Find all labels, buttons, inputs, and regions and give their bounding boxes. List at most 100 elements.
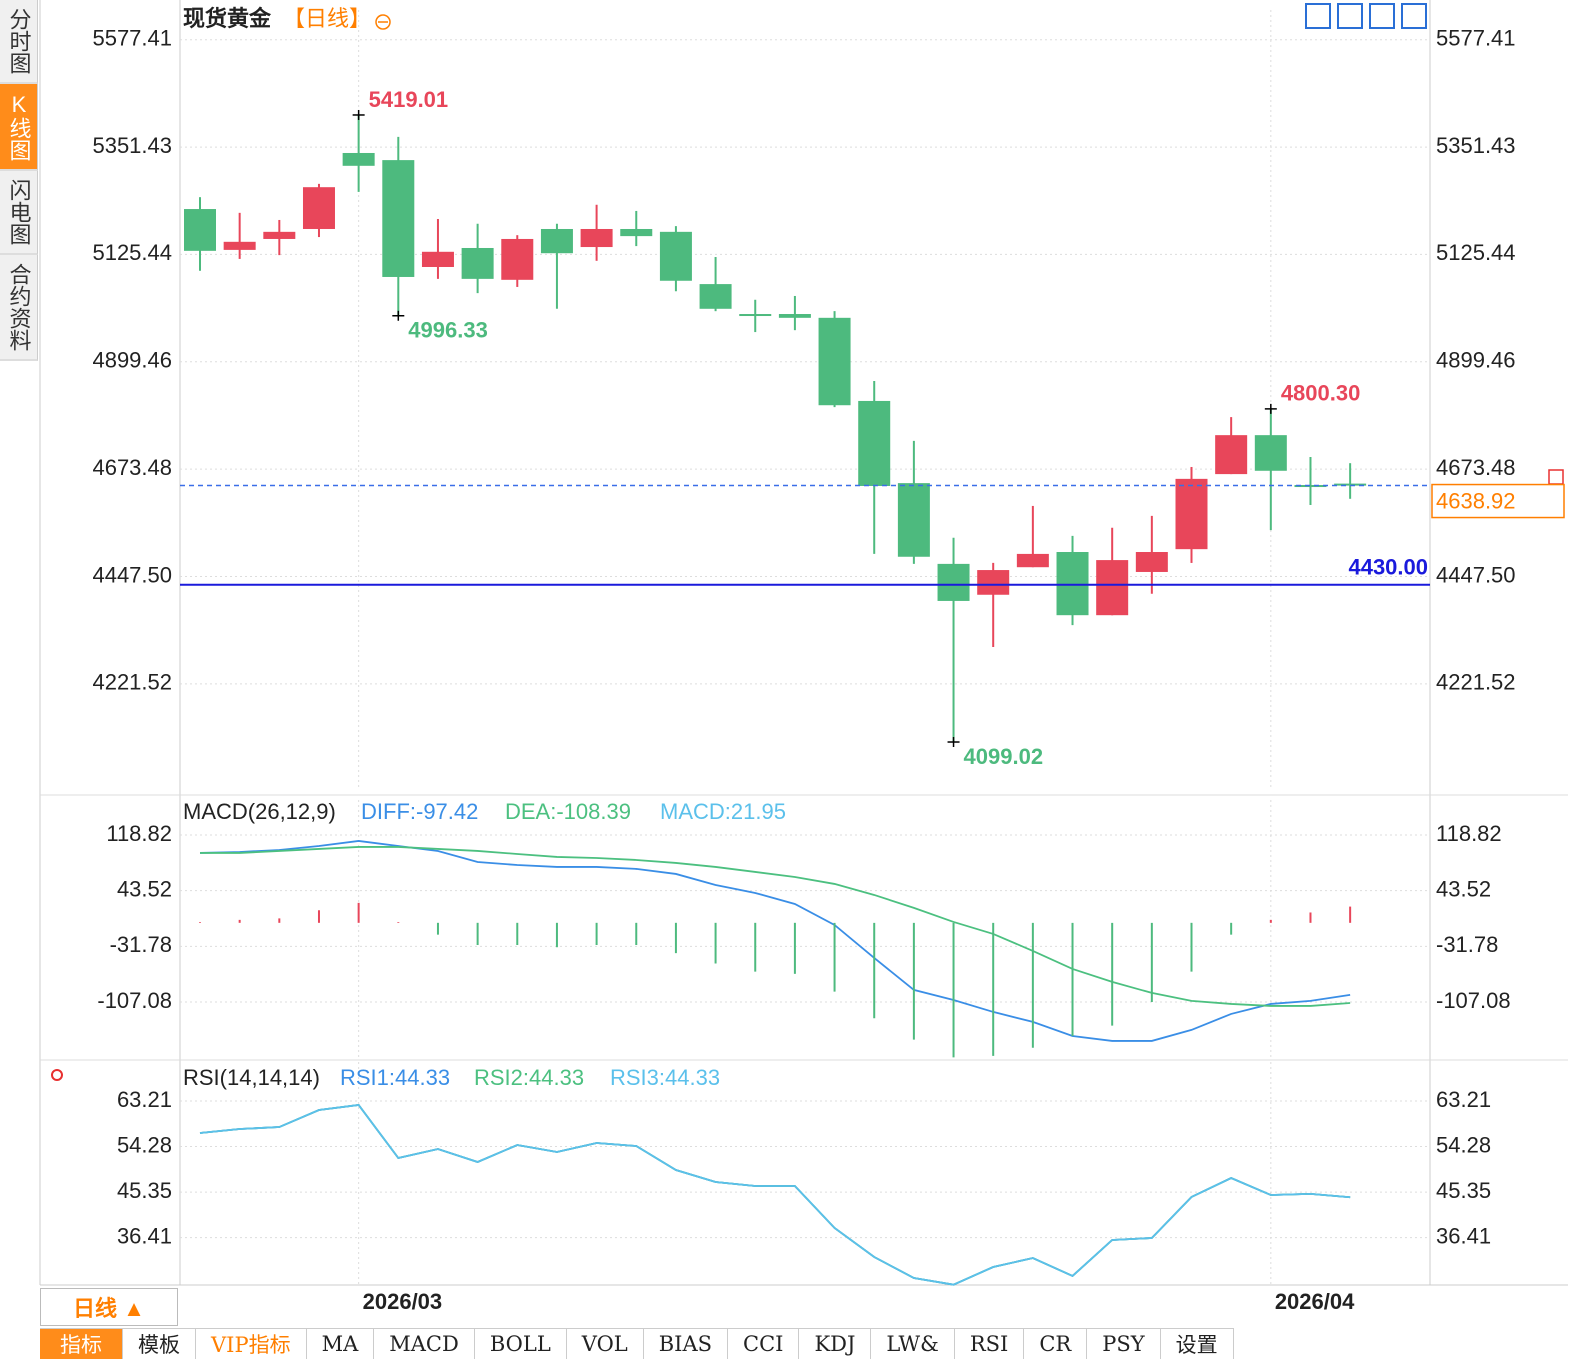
- period-button[interactable]: 日线 ▲: [40, 1288, 178, 1326]
- legend-entry: RSI1:44.33: [340, 1065, 450, 1090]
- y-tick-label: 118.82: [106, 821, 172, 846]
- y-tick-label: 36.41: [1436, 1223, 1491, 1248]
- toolbar-tab[interactable]: 模板: [123, 1329, 196, 1359]
- legend-entry: RSI2:44.33: [474, 1065, 584, 1090]
- toolbar-tab[interactable]: BIAS: [644, 1329, 729, 1359]
- y-tick-label: 4673.48: [92, 455, 172, 480]
- y-tick-label: -107.08: [97, 988, 172, 1013]
- legend-entry: MACD:21.95: [660, 799, 786, 824]
- sidebar-tab[interactable]: K线图: [0, 84, 38, 171]
- x-tick-label: 2026/03: [363, 1289, 443, 1314]
- candle-body: [263, 231, 296, 239]
- candle-body: [778, 314, 811, 318]
- toolbar-tab[interactable]: KDJ: [799, 1329, 872, 1359]
- toolbar-tab[interactable]: MACD: [374, 1329, 475, 1359]
- y-tick-label: 45.35: [117, 1178, 172, 1203]
- toolbar-tab[interactable]: MA: [307, 1329, 375, 1359]
- toolbar-tab[interactable]: CR: [1024, 1329, 1088, 1359]
- toolbar-tab[interactable]: 指标: [40, 1329, 123, 1359]
- candle-body: [421, 251, 454, 267]
- candle-body: [342, 152, 375, 166]
- candle-body: [501, 238, 534, 280]
- legend-entry: DEA:-108.39: [505, 799, 631, 824]
- icon[interactable]: [1337, 3, 1363, 29]
- y-tick-label: -31.78: [1436, 932, 1498, 957]
- chart-subtitle: 【日线】: [283, 6, 371, 31]
- candle-body: [858, 400, 891, 486]
- y-tick-label: 63.21: [117, 1087, 172, 1112]
- toolbar-tab[interactable]: PSY: [1087, 1329, 1161, 1359]
- sidebar-tab[interactable]: 闪电图: [0, 171, 38, 255]
- candle-body: [184, 209, 216, 251]
- toolbar-tab[interactable]: VIP指标: [196, 1329, 307, 1359]
- zoom-icon[interactable]: [375, 14, 391, 30]
- extreme-label: 4099.02: [964, 744, 1044, 769]
- panel-title: MACD(26,12,9): [183, 799, 336, 824]
- icon[interactable]: [1305, 3, 1331, 29]
- candle-body: [977, 570, 1010, 595]
- candle-body: [937, 563, 970, 601]
- sidebar-tab[interactable]: 合约资料: [0, 255, 38, 361]
- sidebar-tab[interactable]: 分时图: [0, 0, 38, 84]
- x-tick-label: 2026/04: [1275, 1289, 1355, 1314]
- extreme-label: 4996.33: [408, 318, 488, 343]
- y-tick-label: 4221.52: [1436, 670, 1516, 695]
- candle-body: [1096, 560, 1129, 616]
- last-price-label: 4638.92: [1436, 488, 1516, 513]
- y-tick-label: 4899.46: [92, 348, 172, 373]
- y-tick-label: 5351.43: [1436, 133, 1516, 158]
- chart-title: 现货黄金: [183, 6, 272, 31]
- toolbar: 指标 模板 VIP指标 MA MACD BOLL VOL BIAS CCI KDJ LW& RSI CR…: [40, 1328, 1234, 1359]
- y-tick-label: 5351.43: [92, 133, 172, 158]
- legend-entry: DIFF:-97.42: [361, 799, 478, 824]
- y-tick-label: 4447.50: [1436, 562, 1516, 587]
- candle-body: [1056, 552, 1089, 616]
- candle-body: [620, 228, 653, 237]
- icon[interactable]: [1401, 3, 1427, 29]
- candle-body: [1215, 435, 1248, 475]
- candle-body: [461, 247, 494, 279]
- candle-body: [699, 284, 732, 309]
- toolbar-tab[interactable]: RSI: [955, 1329, 1025, 1359]
- toolbar-tab[interactable]: BOLL: [475, 1329, 567, 1359]
- toolbar-tab[interactable]: LW&: [871, 1329, 955, 1359]
- candle-body: [897, 483, 930, 557]
- toolbar-icons[interactable]: [1305, 3, 1427, 29]
- y-tick-label: 54.28: [1436, 1132, 1491, 1157]
- toolbar-tab[interactable]: 设置: [1161, 1329, 1234, 1359]
- y-tick-label: 118.82: [1436, 821, 1502, 846]
- candle-body: [1294, 485, 1327, 488]
- candle-body: [223, 241, 256, 250]
- y-tick-label: -31.78: [110, 932, 172, 957]
- candle-body: [1254, 435, 1287, 471]
- candle-body: [302, 187, 335, 229]
- series-line: [199, 1104, 1351, 1286]
- toolbar-tab[interactable]: CCI: [728, 1329, 800, 1359]
- last-price-box: [1431, 483, 1565, 519]
- candle-body: [1175, 478, 1208, 550]
- series-line: [199, 840, 1351, 1042]
- support-label: 4430.00: [1348, 555, 1428, 580]
- candle-body: [818, 317, 851, 406]
- y-tick-label: 45.35: [1436, 1178, 1491, 1203]
- y-tick-label: 36.41: [117, 1223, 172, 1248]
- candle-body: [1334, 483, 1367, 486]
- toolbar-tab[interactable]: VOL: [567, 1329, 644, 1359]
- candle-body: [1135, 552, 1168, 572]
- y-tick-label: 4673.48: [1436, 455, 1516, 480]
- y-tick-label: 5125.44: [1436, 240, 1516, 265]
- extreme-label: 5419.01: [369, 87, 449, 112]
- candle-body: [382, 160, 415, 277]
- y-tick-label: -107.08: [1436, 988, 1511, 1013]
- legend-entry: RSI3:44.33: [610, 1065, 720, 1090]
- y-tick-label: 4221.52: [92, 670, 172, 695]
- y-tick-label: 4447.50: [92, 562, 172, 587]
- y-tick-label: 54.28: [117, 1132, 172, 1157]
- candle-body: [540, 228, 573, 254]
- y-tick-label: 63.21: [1436, 1087, 1491, 1112]
- settings-icon[interactable]: [51, 1069, 63, 1081]
- icon[interactable]: [1369, 3, 1395, 29]
- candle-body: [739, 314, 772, 317]
